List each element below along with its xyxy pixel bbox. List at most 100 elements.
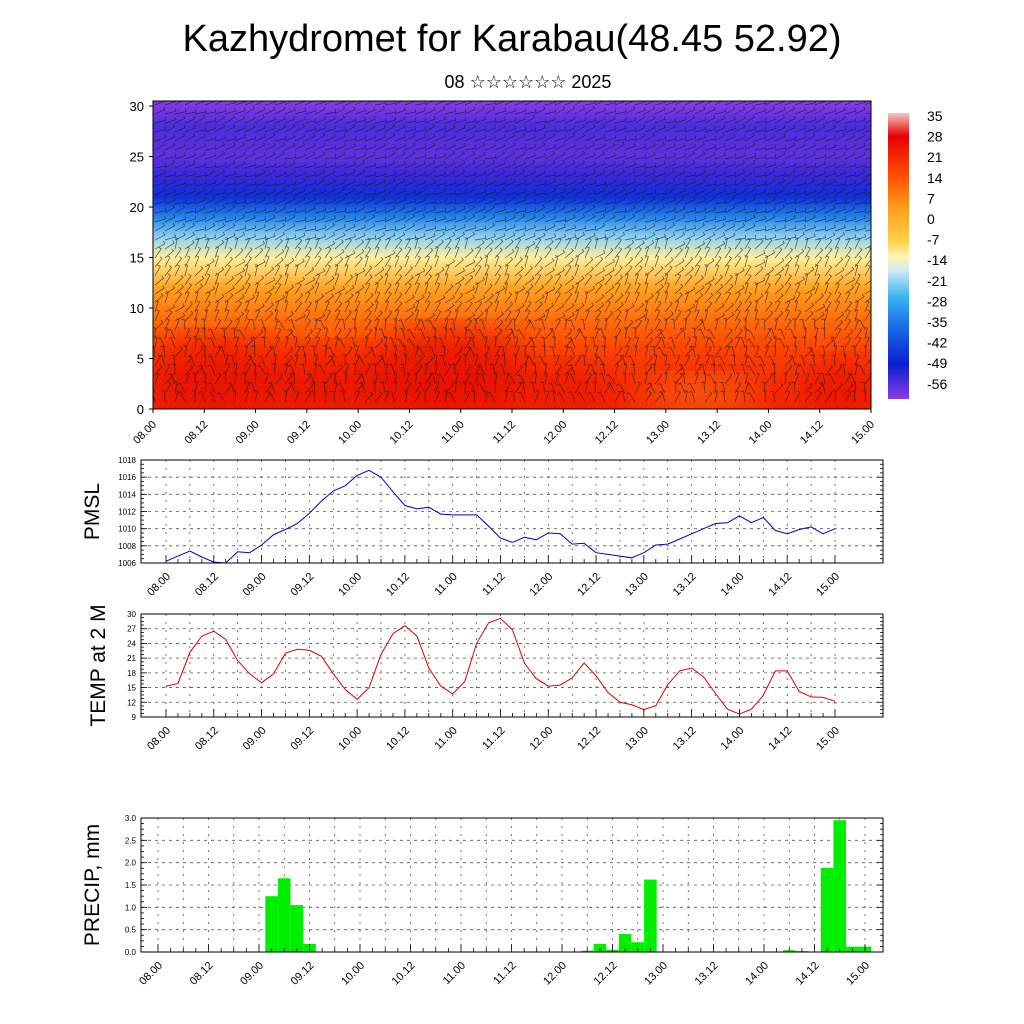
wind-barb [694,292,704,304]
wind-barb [784,115,796,124]
wind-barb [754,134,766,142]
wind-barb [353,327,357,340]
wind-barb [514,256,523,268]
wind-barb [614,159,626,169]
wind-barb [394,309,400,322]
wind-barb [602,336,606,349]
wind-barb [440,345,446,358]
x-tick-label: 15.00 [814,725,842,753]
wind-barb [479,372,486,385]
wind-barb [604,381,612,394]
wind-barb [819,381,826,394]
wind-barb [284,328,294,340]
wind-barb [784,136,797,142]
wind-barb [584,256,594,268]
wind-barb [526,356,536,367]
wind-barb [774,114,785,124]
wind-barb [654,328,664,340]
wind-barb [464,345,472,358]
wind-barb [157,337,166,349]
wind-barb [614,136,627,142]
wind-barb [808,364,816,376]
wind-barb [762,390,766,403]
wind-barb [414,246,422,259]
x-tick-label: 15.00 [814,571,842,599]
wind-barb [294,225,307,232]
wind-barb [664,124,676,133]
wind-barb [344,346,353,358]
wind-barb [424,381,432,394]
x-tick-label: 10.00 [336,725,364,753]
wind-barb [294,162,307,169]
wind-barb [244,124,256,133]
wind-barb [184,143,196,151]
wind-barb [264,207,277,214]
wind-barb [214,177,226,187]
wind-barb [624,101,635,106]
wind-barb [694,207,707,214]
wind-barb [374,391,383,403]
wind-barb [334,171,347,178]
wind-barb [824,391,833,403]
wind-barb [191,390,196,403]
wind-barb [244,162,257,169]
wind-barb [644,132,655,142]
wind-barb [834,199,847,205]
wind-barb [794,264,800,277]
wind-barb [154,151,166,160]
wind-barb [394,123,406,133]
y-tick-label: 10 [130,301,144,316]
wind-barb [704,282,712,295]
wind-barb [432,327,436,340]
wind-barb [704,195,715,205]
wind-barb [244,390,250,403]
wind-barb [244,282,251,295]
wind-barb [264,168,275,178]
wind-barb [644,124,656,133]
wind-barb [194,225,207,232]
wind-barb [694,179,706,187]
wind-barb [784,390,791,403]
x-tick-label: 11.12 [491,960,518,987]
wind-barb [354,267,366,277]
wind-barb [494,134,506,142]
wind-barb [794,224,806,232]
wind-barb [774,235,787,241]
wind-barb [374,188,386,196]
wind-barb [374,338,384,349]
wind-barb [204,145,217,151]
wind-barb [594,309,602,322]
wind-barb [724,223,736,232]
wind-barb [164,133,176,142]
wind-barb [594,207,607,214]
wind-barb [462,354,467,367]
wind-barb [404,372,410,385]
wind-barb [174,180,187,187]
wind-barb [604,187,616,196]
wind-barb [250,336,256,349]
wind-barb [294,178,306,187]
wind-barb [746,365,756,376]
wind-barb [784,345,790,358]
wind-barb [374,171,387,178]
wind-barb [394,301,403,313]
wind-barb [393,354,397,367]
wind-barb [248,382,256,394]
wind-barb [554,126,567,133]
wind-barb [474,256,483,268]
wind-barb [804,237,809,250]
wind-barb [254,216,267,223]
wind-barb [384,363,389,376]
wind-barb [584,373,592,385]
wind-barb [544,116,556,124]
wind-barb [207,337,216,349]
x-tick-label: 09.12 [289,725,317,753]
wind-barb [784,247,793,259]
wind-barb [399,327,406,340]
wind-barb [384,198,397,205]
wind-barb [384,310,393,322]
wind-barb [344,327,352,340]
wind-barb [794,237,799,250]
wind-barb [844,187,856,196]
wind-barb [340,390,346,403]
